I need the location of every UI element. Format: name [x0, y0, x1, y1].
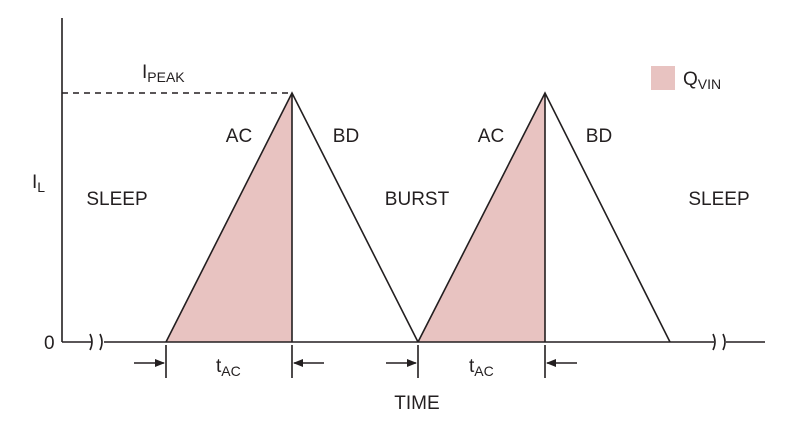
fall-label: BD: [333, 126, 359, 147]
interval-label: tAC: [469, 356, 494, 379]
interval-main: t: [469, 356, 475, 377]
peak-label-sub: PEAK: [147, 69, 185, 85]
axis-break: [712, 333, 726, 351]
rise-label: AC: [226, 126, 252, 147]
legend-swatch: [651, 66, 675, 90]
x-axis-label: TIME: [394, 393, 439, 414]
current-waveform: [165, 91, 419, 343]
y-label-sub: L: [37, 179, 45, 195]
axis-break: [714, 332, 726, 352]
region-label: SLEEP: [86, 189, 147, 210]
legend-label: QVIN: [683, 69, 721, 92]
fall-label: BD: [586, 126, 612, 147]
legend-main: Q: [683, 69, 698, 90]
current-waveform: [417, 91, 671, 343]
interval-sub: AC: [221, 363, 240, 379]
region-label: BURST: [385, 189, 450, 210]
axis-break: [89, 333, 103, 351]
y-label-main: I: [32, 172, 37, 193]
interval-sub: AC: [474, 363, 493, 379]
interval-label: tAC: [216, 356, 241, 379]
peak-label-main: I: [142, 62, 147, 83]
legend-sub: VIN: [698, 76, 721, 92]
rise-label: AC: [478, 126, 504, 147]
interval-tick: [165, 345, 546, 378]
region-label: SLEEP: [688, 189, 749, 210]
interval-main: t: [216, 356, 222, 377]
y-axis-label: IL: [32, 172, 45, 195]
peak-label: IPEAK: [142, 62, 185, 85]
origin-label: 0: [44, 333, 55, 354]
